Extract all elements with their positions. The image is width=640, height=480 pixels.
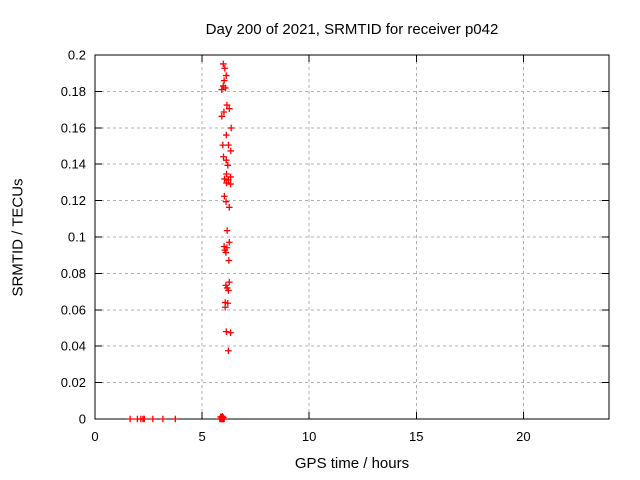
data-point xyxy=(225,257,233,264)
data-point xyxy=(159,415,167,423)
data-points xyxy=(126,60,235,423)
data-point xyxy=(225,141,232,149)
y-tick-label: 0.2 xyxy=(68,48,86,63)
data-point xyxy=(218,86,226,93)
y-tick-label: 0.12 xyxy=(61,193,86,208)
y-tick-label: 0 xyxy=(79,412,86,427)
data-point xyxy=(219,414,227,421)
data-point xyxy=(224,299,232,307)
x-tick-label: 0 xyxy=(91,429,98,444)
y-tick-labels: 0 0.02 0.04 0.06 0.08 0.1 0.12 0.14 0.16 0.18 0.2 xyxy=(61,48,86,427)
x-tick-labels: 0 5 10 15 20 xyxy=(91,429,530,444)
data-point xyxy=(172,415,179,423)
data-point xyxy=(218,113,226,120)
data-point xyxy=(223,179,230,187)
data-point xyxy=(224,161,232,169)
data-point xyxy=(221,303,229,311)
data-point xyxy=(223,101,231,109)
data-point xyxy=(225,347,232,355)
data-point xyxy=(219,412,226,420)
data-point xyxy=(227,180,234,188)
data-point xyxy=(220,108,228,116)
data-point xyxy=(227,124,235,132)
data-point xyxy=(222,249,230,256)
axes xyxy=(94,54,610,420)
data-point xyxy=(225,278,233,286)
y-tick-label: 0.04 xyxy=(61,339,86,354)
data-point xyxy=(225,238,233,246)
chart-title: Day 200 of 2021, SRMTID for receiver p04… xyxy=(205,21,499,38)
data-point xyxy=(223,227,231,234)
data-point xyxy=(222,156,230,164)
data-point xyxy=(223,170,230,178)
data-point xyxy=(221,175,228,183)
data-point xyxy=(222,84,229,92)
data-point xyxy=(221,192,228,200)
data-point xyxy=(220,153,227,161)
data-point xyxy=(225,204,233,211)
x-tick-label: 10 xyxy=(302,429,316,444)
y-tick-label: 0.06 xyxy=(61,302,86,317)
data-point xyxy=(140,415,148,423)
y-tick-label: 0.16 xyxy=(61,120,86,135)
y-tick-label: 0.08 xyxy=(61,266,86,281)
grid xyxy=(95,55,609,419)
x-axis-label: GPS time / hours xyxy=(294,455,410,472)
y-tick-label: 0.1 xyxy=(68,230,86,245)
data-point xyxy=(222,198,230,205)
y-tick-label: 0.02 xyxy=(61,375,86,390)
data-point xyxy=(222,131,230,139)
x-tick-label: 15 xyxy=(409,429,423,444)
data-point xyxy=(220,77,228,84)
data-point xyxy=(222,328,230,335)
data-point xyxy=(225,287,232,294)
data-point xyxy=(221,64,229,72)
data-point xyxy=(126,415,134,423)
data-point xyxy=(219,141,227,149)
y-tick-label: 0.18 xyxy=(61,84,86,99)
data-point xyxy=(222,72,230,79)
x-tick-label: 20 xyxy=(516,429,530,444)
data-point xyxy=(219,60,227,68)
data-point xyxy=(225,105,233,112)
data-point xyxy=(227,147,235,155)
x-tick-label: 5 xyxy=(198,429,205,444)
data-point xyxy=(149,415,157,423)
y-tick-label: 0.14 xyxy=(61,157,86,172)
data-point xyxy=(227,329,234,337)
